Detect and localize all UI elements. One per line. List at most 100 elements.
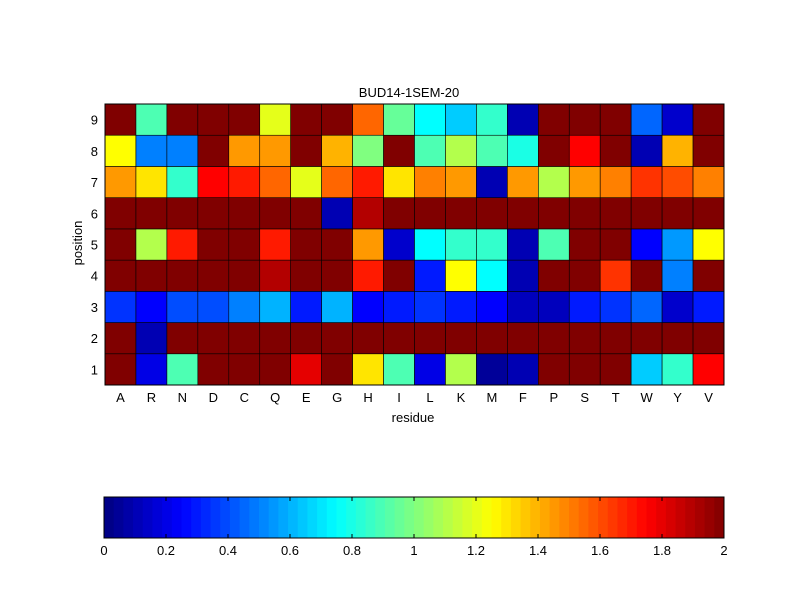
y-axis-label: position [70,221,85,266]
heatmap-cell [414,197,446,230]
heatmap-cells [104,103,725,386]
colorbar-segment [685,497,696,538]
colorbar-tick-label: 0.4 [219,543,237,558]
heatmap-cell [692,103,725,136]
colorbar-tick-label: 1.8 [653,543,671,558]
colorbar-segment [530,497,541,538]
heatmap-cell [166,103,199,136]
colorbar-segment [229,497,241,538]
heatmap-cell [599,228,632,261]
heatmap-cell [414,259,446,292]
colorbar-segment [404,497,415,538]
heatmap-cell [661,228,694,261]
heatmap-cell [352,197,384,230]
colorbar-segment [288,497,299,538]
heatmap-cell [507,134,539,167]
heatmap-cell [321,103,353,136]
heatmap-cell [197,259,230,292]
y-tick-label: 8 [91,144,98,159]
colorbar-segment [675,497,686,538]
heatmap-cell [414,291,446,323]
heatmap-cell [135,291,168,323]
x-tick-label: V [704,390,713,405]
heatmap-cell [692,166,725,198]
heatmap-cell [352,228,384,261]
x-tick-label: N [178,390,187,405]
x-tick-label: A [116,390,125,405]
heatmap-cell [290,134,322,167]
heatmap-cell [630,228,663,261]
heatmap-cell [228,228,261,261]
x-tick-label: Y [673,390,682,405]
heatmap-cell [104,197,137,230]
colorbar-segment [210,497,221,538]
colorbar-segment [249,497,260,538]
x-tick-label: Q [270,390,280,405]
heatmap-cell [599,166,632,198]
heatmap-cell [197,228,230,261]
y-tick-label: 3 [91,300,98,315]
heatmap-cell [104,228,137,261]
colorbar-segment [239,497,250,538]
heatmap-cell [692,291,725,323]
heatmap-cell [166,322,199,355]
colorbar-segment [443,497,454,538]
heatmap-cell [537,134,570,167]
heatmap-cell [352,291,384,323]
heatmap-cell [507,291,539,323]
heatmap-cell [135,103,168,136]
heatmap-cell [599,259,632,292]
heatmap-cell [476,103,508,136]
x-tick-label: G [332,390,342,405]
heatmap-cell [445,103,477,136]
x-tick-label: D [209,390,218,405]
heatmap-cell [166,353,199,386]
heatmap-cell [228,134,261,167]
heatmap-cell [661,353,694,386]
heatmap-cell [445,166,477,198]
heatmap-cell [630,197,663,230]
colorbar-tick-label: 1.4 [529,543,547,558]
heatmap-cell [476,322,508,355]
heatmap-cell [383,103,415,136]
heatmap-cell [507,197,539,230]
heatmap-cell [599,291,632,323]
heatmap-cell [599,353,632,386]
heatmap-cell [166,166,199,198]
heatmap-cell [537,228,570,261]
colorbar-segment [414,497,425,538]
colorbar-segment [462,497,473,538]
heatmap-cell [568,134,601,167]
colorbar-tick-label: 1.6 [591,543,609,558]
x-tick-label: T [612,390,620,405]
heatmap-cell [568,322,601,355]
heatmap-cell [692,228,725,261]
colorbar-segment [481,497,492,538]
heatmap-cell [321,353,353,386]
heatmap-cell [383,197,415,230]
heatmap-cell [104,103,137,136]
heatmap-cell [259,197,292,230]
heatmap-cell [135,353,168,386]
heatmap-cell [290,166,322,198]
heatmap-cell [197,353,230,386]
heatmap-cell [135,322,168,355]
heatmap-cell [290,322,322,355]
heatmap-cell [321,134,353,167]
colorbar-segment [433,497,444,538]
heatmap-cell [661,103,694,136]
colorbar-segment [578,497,589,538]
y-tick-label: 1 [91,362,98,377]
x-tick-label: L [426,390,433,405]
colorbar-segment [162,497,173,538]
heatmap-cell [166,134,199,167]
y-tick-labels: 1 2 3 4 5 6 7 8 9 [91,113,98,378]
colorbar-segment [694,497,706,538]
x-tick-label: E [302,390,311,405]
heatmap-cell [414,353,446,386]
heatmap-cell [321,291,353,323]
colorbar-segment [704,497,715,538]
heatmap-cell [290,197,322,230]
colorbar-segment [297,497,308,538]
